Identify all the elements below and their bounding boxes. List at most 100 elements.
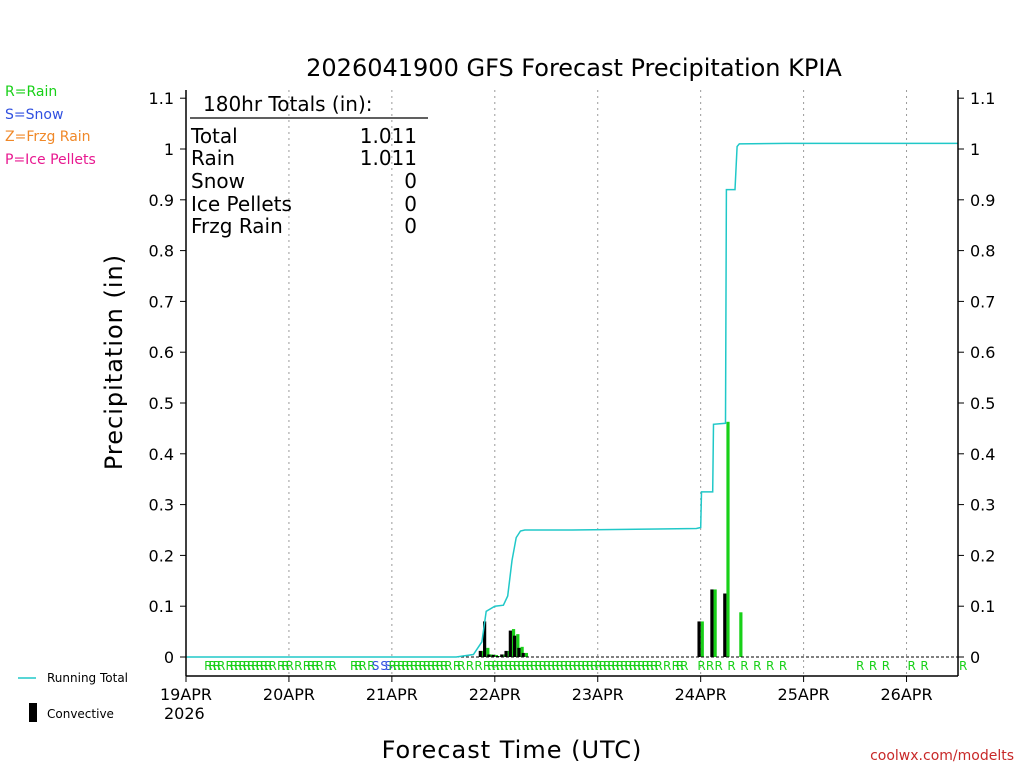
- ptype-marker: R: [303, 659, 311, 673]
- y-tick-label-left: 1.1: [149, 89, 174, 108]
- ptype-marker: R: [423, 659, 431, 673]
- convective-bar: [500, 654, 504, 657]
- ptype-marker: R: [654, 659, 662, 673]
- ptype-marker: R: [624, 659, 632, 673]
- ptype-marker: R: [457, 659, 465, 673]
- running-total-line: [186, 142, 958, 658]
- ptype-legend: R=Rain S=Snow Z=Frzg Rain P=Ice Pellets: [5, 84, 96, 168]
- ptype-marker: R: [530, 659, 538, 673]
- y-tick-label-right: 1.1: [970, 89, 995, 108]
- y-tick-label-left: 0.2: [149, 546, 174, 565]
- ptype-marker: R: [393, 659, 401, 673]
- totals-value-snow: 0: [404, 169, 417, 193]
- ptype-marker: R: [509, 659, 517, 673]
- ptype-marker: R: [959, 659, 967, 673]
- totals-value-ice-pellets: 0: [404, 192, 417, 216]
- legend-running-total: Running Total: [47, 671, 128, 685]
- precip-bar: [726, 421, 730, 657]
- y-axis-label: Precipitation (in): [100, 254, 128, 470]
- ptype-marker: R: [547, 659, 555, 673]
- plot-frame: [185, 90, 959, 677]
- ptype-marker: R: [247, 659, 255, 673]
- ptype-marker: R: [603, 659, 611, 673]
- ptype-marker: R: [500, 659, 508, 673]
- ptype-marker: R: [217, 659, 225, 673]
- ptype-marker: R: [286, 659, 294, 673]
- totals-label-ice-pellets: Ice Pellets: [191, 192, 292, 216]
- legend-frzg-rain: Z=Frzg Rain: [5, 129, 91, 145]
- ptype-marker: S: [385, 659, 393, 673]
- ptype-marker: R: [251, 659, 259, 673]
- ptype-marker: R: [208, 659, 216, 673]
- ptype-marker: R: [294, 659, 302, 673]
- y-tick-label-left: 0.8: [149, 242, 174, 261]
- ptype-marker: R: [491, 659, 499, 673]
- x-tick-label: 26APR: [880, 685, 932, 704]
- totals-label-rain: Rain: [191, 146, 235, 170]
- ptype-marker: R: [727, 659, 735, 673]
- ptype-marker: R: [620, 659, 628, 673]
- totals-value-rain: 1.011: [360, 146, 417, 170]
- ptype-marker: R: [680, 659, 688, 673]
- ptype-marker: R: [907, 659, 915, 673]
- credit-link[interactable]: coolwx.com/modelts: [870, 748, 1014, 764]
- ptype-marker: R: [779, 659, 787, 673]
- ptype-marker: R: [672, 659, 680, 673]
- precip-bars: [186, 421, 958, 658]
- ptype-marker: R: [440, 659, 448, 673]
- ptype-marker: R: [766, 659, 774, 673]
- ptype-marker: R: [534, 659, 542, 673]
- ptype-marker: R: [238, 659, 246, 673]
- y-axis-left: 0 0.1 0.2 0.3 0.4 0.5 0.6 0.7 0.8 0.9 1 1.1: [149, 89, 186, 667]
- ptype-marker: R: [564, 659, 572, 673]
- y-tick-label-right: 0.4: [970, 445, 995, 464]
- x-tick-label: 21APR: [366, 685, 418, 704]
- y-tick-label-right: 0.8: [970, 242, 995, 261]
- ptype-marker: R: [324, 659, 332, 673]
- precip-bar: [486, 647, 490, 657]
- totals-header: 180hr Totals (in):: [203, 92, 373, 116]
- ptype-marker: R: [552, 659, 560, 673]
- ptype-marker: R: [234, 659, 242, 673]
- y-tick-label-right: 0.3: [970, 496, 995, 515]
- precip-bar: [739, 612, 743, 657]
- x-tick-label: 24APR: [675, 685, 727, 704]
- x-axis: 19APR 20APR 21APR 22APR 23APR 24APR 25APR 26APR: [160, 676, 933, 704]
- ptype-marker: R: [311, 659, 319, 673]
- ptype-marker: R: [427, 659, 435, 673]
- ptype-marker: R: [474, 659, 482, 673]
- ptype-marker: R: [436, 659, 444, 673]
- ptype-marker: R: [573, 659, 581, 673]
- convective-bar: [723, 593, 727, 657]
- ptype-marker: R: [504, 659, 512, 673]
- ptype-marker: R: [350, 659, 358, 673]
- ptype-marker: R: [367, 659, 375, 673]
- x-axis-label: Forecast Time (UTC): [382, 736, 643, 764]
- legend-snow: S=Snow: [5, 107, 63, 123]
- y-tick-label-left: 0.3: [149, 496, 174, 515]
- ptype-marker: R: [629, 659, 637, 673]
- ptype-marker: R: [483, 659, 491, 673]
- convective-bar: [710, 589, 714, 657]
- ptype-marker: R: [307, 659, 315, 673]
- ptype-marker: R: [920, 659, 928, 673]
- ptype-marker: R: [676, 659, 684, 673]
- ptype-marker: R: [268, 659, 276, 673]
- y-tick-label-right: 1: [970, 140, 980, 159]
- convective-swatch: [29, 703, 37, 722]
- ptype-marker: R: [642, 659, 650, 673]
- y-axis-right: 0 0.1 0.2 0.3 0.4 0.5 0.6 0.7 0.8 0.9 1 1.1: [958, 89, 995, 667]
- ptype-marker: R: [260, 659, 268, 673]
- x-tick-label: 23APR: [572, 685, 624, 704]
- y-tick-label-left: 0.7: [149, 292, 174, 311]
- y-tick-label-right: 0.7: [970, 292, 995, 311]
- y-tick-label-left: 0.9: [149, 191, 174, 210]
- ptype-marker: R: [328, 659, 336, 673]
- convective-bar: [491, 654, 495, 657]
- ptype-marker: R: [487, 659, 495, 673]
- ptype-marker: R: [401, 659, 409, 673]
- ptype-marker: R: [663, 659, 671, 673]
- y-tick-label-left: 0.1: [149, 597, 174, 616]
- y-tick-label-right: 0.6: [970, 343, 995, 362]
- ptype-marker: R: [354, 659, 362, 673]
